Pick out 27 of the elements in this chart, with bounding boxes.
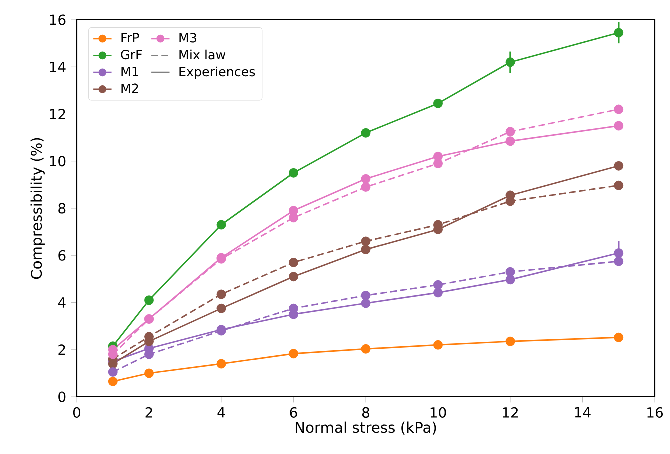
x-tick-label: 0: [73, 407, 81, 418]
y-tick-label: 12: [50, 109, 66, 120]
legend-label: GrF: [121, 50, 142, 60]
y-tick-label: 14: [50, 62, 66, 72]
x-tick-label: 14: [575, 407, 591, 418]
legend-label: M1: [122, 67, 138, 76]
x-tick-label: 2: [146, 407, 152, 418]
y-tick-label: 4: [58, 298, 66, 308]
x-tick-label: 8: [362, 407, 370, 418]
legend-label: M3: [180, 33, 196, 43]
x-tick-label: 16: [648, 407, 664, 418]
legend-label: FrP: [122, 33, 140, 42]
x-tick-label: 12: [503, 407, 518, 418]
legend-label: M2: [122, 84, 138, 94]
x-axis-title: Normal stress (kPa): [296, 422, 436, 435]
x-tick-label: 4: [218, 407, 226, 418]
y-tick-label: 6: [58, 250, 66, 261]
y-tick-label: 8: [58, 203, 66, 214]
x-tick-label: 10: [430, 407, 446, 418]
y-tick-label: 0: [58, 392, 66, 402]
legend-label: Experiences: [180, 66, 256, 80]
y-tick-label: 10: [50, 156, 66, 167]
y-tick-label: 2: [58, 344, 66, 356]
y-axis-title: Compressibility (%): [30, 138, 45, 280]
x-tick-label: 6: [290, 407, 298, 418]
y-tick-label: 16: [50, 14, 66, 26]
legend-label: Mix law: [180, 50, 226, 60]
